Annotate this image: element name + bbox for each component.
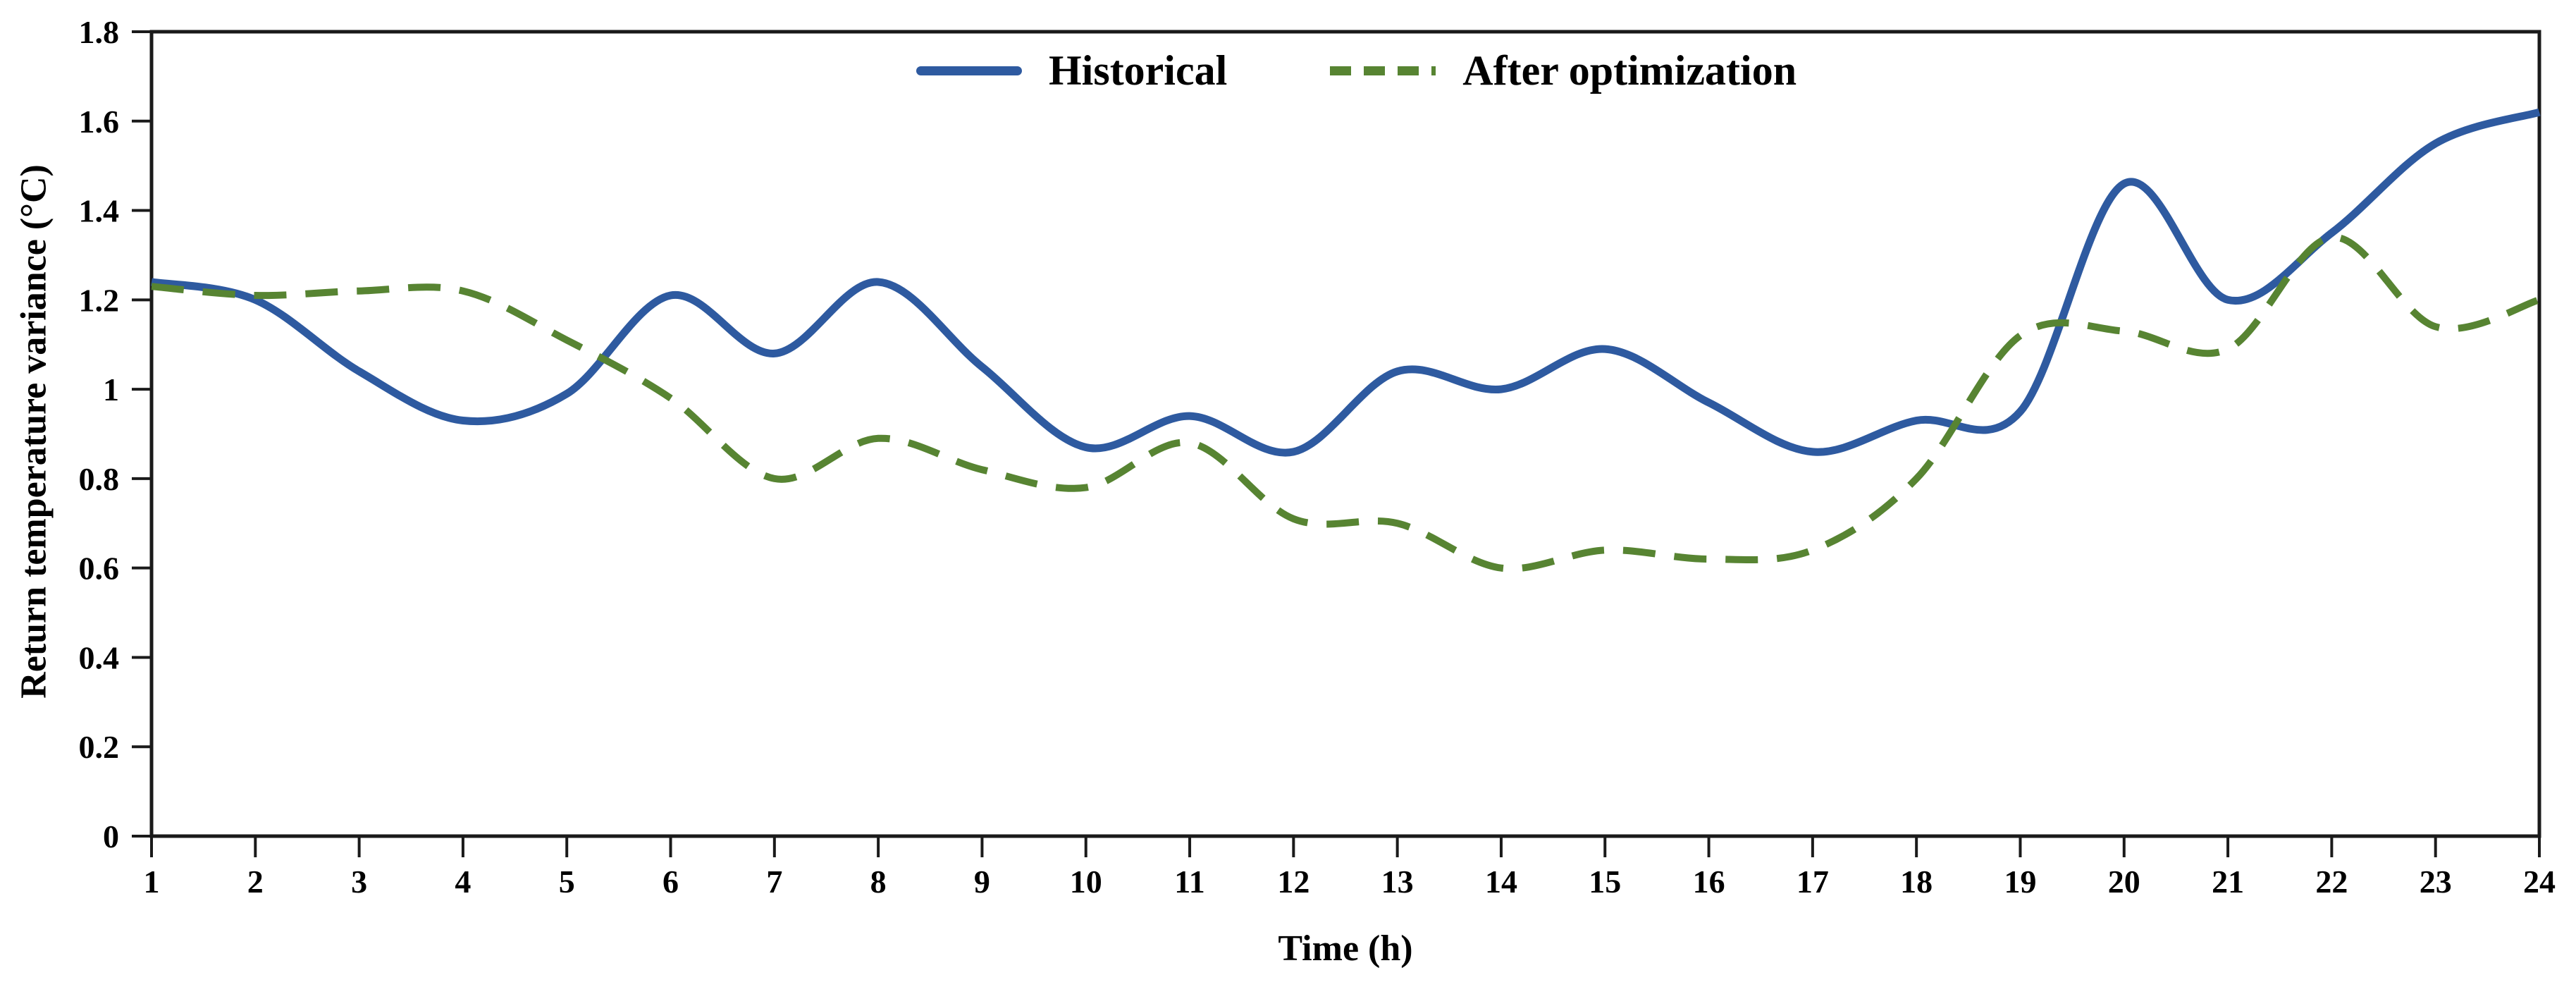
legend-label-historical: Historical: [1049, 47, 1228, 94]
x-tick-label: 8: [870, 864, 887, 900]
y-tick-label: 1.2: [79, 282, 120, 318]
axis-box: [149, 30, 2541, 838]
y-axis-title: Return temperature variance (°C): [13, 164, 54, 699]
x-tick-label: 9: [974, 864, 990, 900]
x-tick-label: 22: [2315, 864, 2348, 900]
x-tick-label: 4: [455, 864, 471, 900]
x-tick-label: 16: [1693, 864, 1725, 900]
x-tick-label: 11: [1174, 864, 1204, 900]
x-tick-label: 12: [1277, 864, 1309, 900]
legend-label-after-optimization: After optimization: [1462, 47, 1797, 94]
x-tick-label: 10: [1070, 864, 1102, 900]
series-line-historical: [151, 108, 2541, 457]
x-tick-label: 15: [1589, 864, 1621, 900]
legend: Historical After optimization: [916, 41, 1797, 100]
x-tick-label: 7: [766, 864, 782, 900]
x-tick-label: 3: [351, 864, 367, 900]
y-tick-label: 1.6: [79, 104, 120, 140]
legend-line-after-optimization: [1330, 66, 1436, 75]
y-tick-label: 0.2: [79, 729, 120, 765]
x-tick-label: 13: [1381, 864, 1414, 900]
x-tick-label: 23: [2420, 864, 2452, 900]
x-tick-label: 17: [1797, 864, 1829, 900]
y-tick-label: 0.4: [79, 639, 120, 675]
x-tick-label: 20: [2108, 864, 2140, 900]
x-tick-label: 18: [1900, 864, 1933, 900]
x-tick-label: 1: [144, 864, 160, 900]
y-tick-label: 1: [103, 372, 119, 407]
legend-line-historical: [916, 66, 1022, 75]
y-tick-label: 0: [103, 819, 119, 854]
x-tick-label: 2: [247, 864, 264, 900]
series-line-after-optimization: [151, 233, 2541, 572]
y-tick-label: 0.6: [79, 551, 120, 587]
x-tick-label: 24: [2523, 864, 2556, 900]
x-tick-label: 14: [1485, 864, 1517, 900]
x-tick-label: 6: [663, 864, 679, 900]
y-tick-label: 1.4: [79, 193, 120, 229]
x-axis-title: Time (h): [1278, 928, 1413, 969]
x-tick-label: 19: [2004, 864, 2036, 900]
x-tick-label: 21: [2212, 864, 2244, 900]
y-tick-label: 1.8: [79, 14, 120, 50]
y-tick-label: 0.8: [79, 461, 120, 497]
x-tick-label: 5: [559, 864, 575, 900]
